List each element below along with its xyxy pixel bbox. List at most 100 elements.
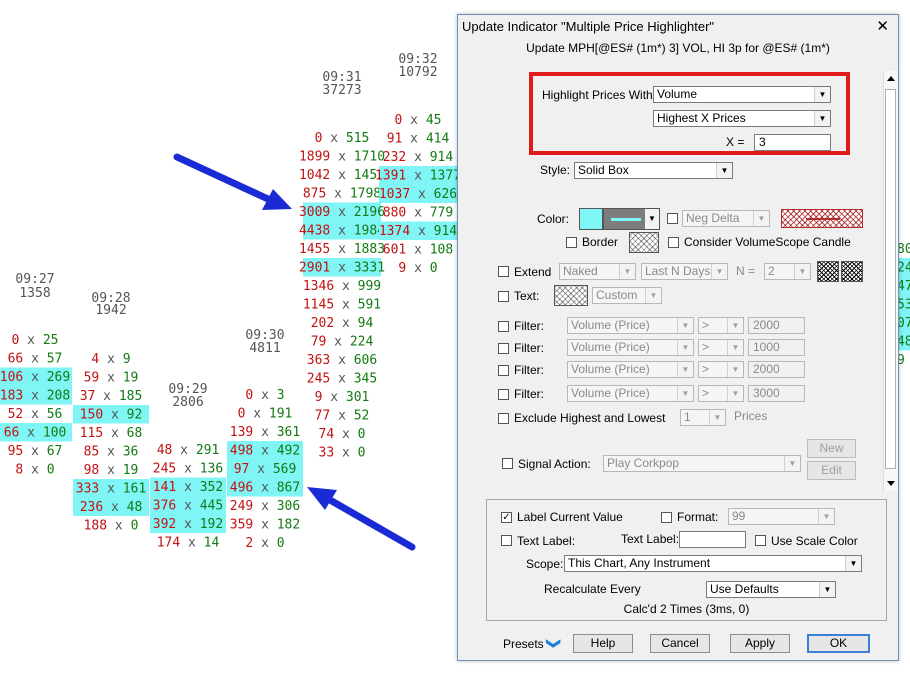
highlight-box (897, 258, 910, 277)
filter-checkbox[interactable] (498, 389, 509, 400)
highlight-box (150, 477, 226, 496)
scope-select[interactable]: This Chart, Any Instrument ▼ (564, 555, 862, 572)
bid-ask-cell: 174 x 14 (157, 536, 220, 551)
neg-delta-select[interactable]: Neg Delta ▼ (682, 210, 770, 227)
mode-select[interactable]: Highest X Prices ▼ (653, 110, 831, 127)
signal-action-checkbox[interactable] (502, 458, 513, 469)
bid-ask-cell: 1037 x 626 (379, 187, 457, 202)
filter-value-input[interactable]: 1000 (748, 339, 805, 356)
highlight-box (897, 276, 910, 295)
text-label-input[interactable] (679, 531, 746, 548)
neg-delta-checkbox[interactable] (667, 213, 678, 224)
exclude-select[interactable]: 1 ▼ (680, 409, 726, 426)
highlight-prices-select[interactable]: Volume ▼ (653, 86, 831, 103)
help-button[interactable]: Help (573, 634, 633, 653)
line-style-picker[interactable]: ▼ (603, 208, 660, 230)
presets-label[interactable]: Presets (503, 637, 544, 651)
bid-ask-cell: 48 x 291 (157, 443, 220, 458)
bid-ask-cell: 1346 x 999 (303, 279, 381, 294)
close-icon[interactable]: ✕ (876, 18, 889, 35)
filter-operator-select[interactable]: > ▼ (698, 339, 744, 356)
ok-button[interactable]: OK (807, 634, 870, 653)
bid-ask-cell: 0 x 3 (245, 388, 284, 403)
border-color-swatch[interactable] (629, 232, 659, 253)
bid-ask-cell: 232 x 914 (383, 150, 454, 165)
bid-ask-cell: 141 x 352 (153, 480, 223, 495)
extend-color-swatch-1[interactable] (817, 261, 839, 282)
filter-value-input[interactable]: 2000 (748, 361, 805, 378)
highlight-box (303, 202, 381, 221)
bid-ask-cell: 9 x 0 (398, 261, 437, 276)
text-checkbox[interactable] (498, 291, 509, 302)
filter-field-select[interactable]: Volume (Price) ▼ (567, 317, 694, 334)
bar-time: 09:28 (91, 291, 130, 306)
new-button[interactable]: New (807, 439, 856, 458)
filter-field-select[interactable]: Volume (Price) ▼ (567, 361, 694, 378)
bid-ask-cell: 33 x 0 (319, 446, 366, 461)
format-checkbox[interactable] (661, 512, 672, 523)
signal-action-select[interactable]: Play Corkpop ▼ (603, 455, 801, 472)
highlight-box (379, 184, 457, 203)
use-scale-color-checkbox[interactable] (755, 535, 766, 546)
consider-volumescope-checkbox[interactable] (668, 237, 679, 248)
filter-operator-select[interactable]: > ▼ (698, 361, 744, 378)
filter-checkbox[interactable] (498, 321, 509, 332)
text-label: Text: (514, 289, 540, 303)
bid-ask-cell: 0 x 25 (12, 333, 59, 348)
bid-ask-cell: 333 x 161 (76, 482, 146, 497)
scroll-thumb[interactable] (885, 89, 896, 469)
filter-operator-select[interactable]: > ▼ (698, 385, 744, 402)
style-select[interactable]: Solid Box ▼ (574, 162, 733, 179)
chevron-down-icon: ▼ (677, 386, 693, 401)
bid-ask-cell: 66 x 100 (4, 426, 67, 441)
n-select[interactable]: 2 ▼ (764, 263, 811, 280)
recalculate-label: Recalculate Every (544, 582, 641, 596)
text-select[interactable]: Custom ▼ (592, 287, 662, 304)
text-color-swatch[interactable] (554, 285, 588, 306)
border-checkbox[interactable] (566, 237, 577, 248)
recalculate-select[interactable]: Use Defaults ▼ (706, 581, 836, 598)
highlight-box (73, 479, 149, 498)
extend-checkbox[interactable] (498, 266, 509, 277)
chevron-down-icon: ▼ (727, 386, 743, 401)
edge-cell: 47 (897, 279, 910, 294)
filter-checkbox[interactable] (498, 343, 509, 354)
chevron-down-icon: ▼ (709, 410, 725, 425)
bid-ask-cell: 183 x 208 (0, 389, 70, 404)
arrow-head (307, 487, 337, 510)
highlight-box (897, 332, 910, 351)
neg-delta-color-swatch[interactable] (781, 209, 863, 228)
calc-status: Calc'd 2 Times (3ms, 0) (623, 602, 750, 616)
text-label-field-label: Text Label: (621, 532, 680, 546)
filter-field-select[interactable]: Volume (Price) ▼ (567, 385, 694, 402)
filter-value-input[interactable]: 3000 (748, 385, 805, 402)
bar-volume: 37273 (322, 83, 361, 98)
text-label-checkbox[interactable] (501, 535, 512, 546)
filter-operator-select[interactable]: > ▼ (698, 317, 744, 334)
last-n-days-select[interactable]: Last N Days ▼ (641, 263, 728, 280)
dialog-subtitle: Update MPH[@ES# (1m*) 3] VOL, HI 3p for … (526, 41, 830, 55)
bar-time: 09:32 (398, 52, 437, 67)
color-swatch[interactable] (579, 208, 603, 230)
exclude-checkbox[interactable] (498, 413, 509, 424)
label-current-value-checkbox[interactable]: ✓ (501, 512, 512, 523)
bid-ask-cell: 376 x 445 (153, 499, 223, 514)
edit-button[interactable]: Edit (807, 461, 856, 480)
format-select[interactable]: 99 ▼ (728, 508, 835, 525)
apply-button[interactable]: Apply (730, 634, 790, 653)
cancel-button[interactable]: Cancel (650, 634, 710, 653)
scrollbar[interactable] (883, 71, 898, 491)
bid-ask-cell: 97 x 569 (234, 462, 297, 477)
x-input[interactable]: 3 (754, 134, 831, 151)
extend-color-swatch-2[interactable] (841, 261, 863, 282)
filter-field-select[interactable]: Volume (Price) ▼ (567, 339, 694, 356)
chevron-down-icon: ▼ (753, 211, 769, 226)
extend-select[interactable]: Naked ▼ (559, 263, 636, 280)
scroll-up-icon[interactable] (887, 76, 895, 81)
chevron-down-icon[interactable]: ❯ (546, 637, 563, 650)
label-panel: ✓ Label Current Value Format: 99 ▼ Text L… (486, 499, 887, 621)
scroll-down-icon[interactable] (887, 481, 895, 486)
chevron-down-icon: ▼ (716, 163, 732, 178)
filter-value-input[interactable]: 2000 (748, 317, 805, 334)
filter-checkbox[interactable] (498, 365, 509, 376)
